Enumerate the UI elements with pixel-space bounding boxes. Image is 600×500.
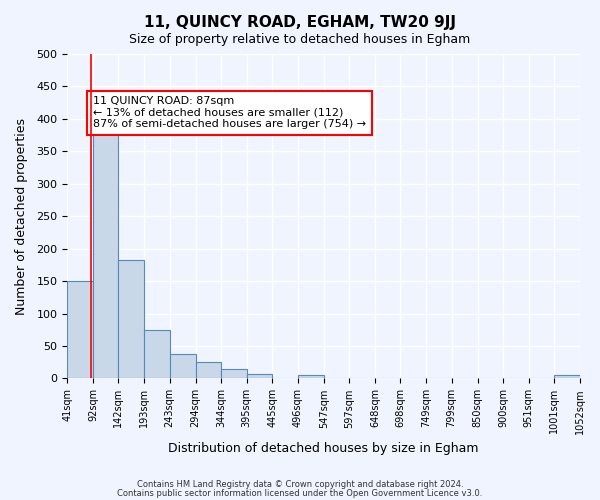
Bar [196, 362, 221, 378]
Bar [221, 368, 247, 378]
Y-axis label: Number of detached properties: Number of detached properties [15, 118, 28, 314]
Bar [170, 354, 196, 378]
Text: Contains HM Land Registry data © Crown copyright and database right 2024.: Contains HM Land Registry data © Crown c… [137, 480, 463, 489]
Text: Size of property relative to detached houses in Egham: Size of property relative to detached ho… [130, 32, 470, 46]
X-axis label: Distribution of detached houses by size in Egham: Distribution of detached houses by size … [169, 442, 479, 455]
Text: 11, QUINCY ROAD, EGHAM, TW20 9JJ: 11, QUINCY ROAD, EGHAM, TW20 9JJ [144, 15, 456, 30]
Bar [118, 260, 144, 378]
Bar [554, 375, 580, 378]
Text: 11 QUINCY ROAD: 87sqm
← 13% of detached houses are smaller (112)
87% of semi-det: 11 QUINCY ROAD: 87sqm ← 13% of detached … [93, 96, 366, 130]
Bar [144, 330, 170, 378]
Bar [247, 374, 272, 378]
Bar [298, 375, 324, 378]
Bar [67, 281, 93, 378]
Text: Contains public sector information licensed under the Open Government Licence v3: Contains public sector information licen… [118, 488, 482, 498]
Bar [93, 132, 118, 378]
